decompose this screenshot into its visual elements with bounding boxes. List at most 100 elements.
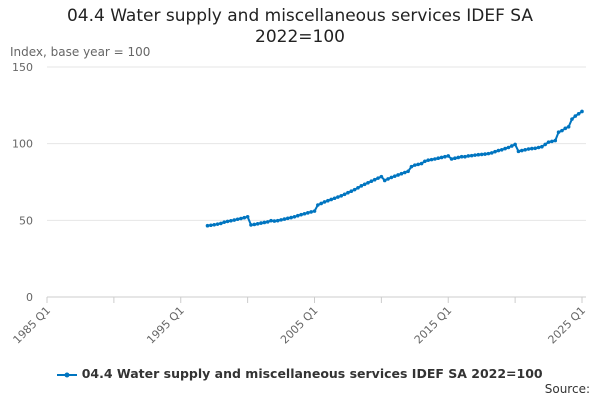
x-tick-label: 1995 Q1 (144, 304, 187, 347)
data-point (509, 144, 514, 148)
data-point (295, 213, 300, 218)
y-tick-label: 150 (12, 61, 33, 74)
data-point (556, 130, 561, 134)
data-point (433, 157, 437, 161)
data-point (369, 179, 374, 184)
data-point (366, 180, 370, 185)
data-point (426, 158, 430, 163)
data-point (285, 216, 290, 221)
data-point (459, 154, 464, 159)
data-point (406, 169, 410, 174)
data-point (239, 216, 243, 221)
data-point (269, 218, 273, 223)
data-point (486, 151, 491, 156)
data-point (520, 148, 524, 153)
data-point (302, 211, 307, 216)
data-point (463, 154, 467, 159)
data-point (232, 218, 237, 222)
data-point (429, 157, 434, 162)
y-tick-label: 50 (19, 214, 33, 227)
data-point (299, 212, 303, 217)
data-point (379, 174, 384, 179)
data-point (265, 220, 270, 224)
data-point (466, 154, 471, 158)
data-point (336, 195, 340, 199)
data-point (499, 148, 504, 152)
data-point (563, 126, 568, 131)
data-point (222, 220, 227, 224)
legend-line-marker-icon (57, 372, 78, 377)
data-point (413, 163, 417, 167)
data-point (359, 184, 364, 188)
data-point (215, 222, 220, 226)
data-point (349, 189, 354, 193)
data-point (449, 157, 454, 161)
data-point (205, 223, 210, 228)
data-point (503, 146, 507, 151)
data-point (282, 217, 287, 221)
data-point (235, 217, 240, 222)
data-point (399, 171, 404, 176)
data-point (546, 140, 551, 144)
x-tick-label: 2025 Q1 (546, 304, 589, 347)
data-point (242, 215, 247, 220)
data-point (560, 128, 564, 133)
data-point (573, 114, 578, 118)
data-point (423, 159, 427, 164)
data-point (543, 142, 548, 147)
data-point (259, 221, 263, 225)
data-point (352, 187, 357, 192)
data-point (446, 154, 451, 158)
data-point (262, 220, 267, 225)
data-point (479, 152, 484, 157)
data-point (493, 149, 497, 154)
data-point (319, 201, 323, 206)
legend-entry-label: 04.4 Water supply and miscellaneous serv… (81, 366, 543, 381)
data-point (476, 152, 481, 157)
data-point (513, 142, 517, 147)
chart-title: 04.4 Water supply and miscellaneous serv… (66, 6, 534, 47)
data-point (272, 219, 277, 223)
data-point (536, 145, 541, 150)
data-point (309, 210, 313, 214)
data-point (326, 198, 330, 203)
data-point (516, 149, 521, 154)
data-point (329, 197, 334, 202)
data-point (245, 215, 250, 219)
data-point (289, 215, 293, 220)
data-point (225, 219, 230, 224)
data-point (570, 117, 574, 121)
data-point (530, 146, 534, 151)
legend[interactable]: 04.4 Water supply and miscellaneous serv… (0, 366, 600, 381)
data-point (382, 178, 387, 183)
data-point (386, 177, 390, 181)
data-point (392, 174, 397, 178)
data-point (389, 175, 394, 180)
data-point (316, 203, 320, 207)
data-point (469, 153, 474, 158)
data-point (312, 209, 317, 213)
data-point (249, 223, 253, 227)
data-point (322, 200, 327, 204)
x-tick-label: 1985 Q1 (11, 304, 54, 347)
data-point (409, 164, 414, 169)
data-point (489, 151, 494, 155)
data-point (212, 222, 216, 227)
data-point (540, 144, 544, 149)
data-point (292, 215, 297, 219)
data-point (473, 153, 477, 157)
data-point (346, 190, 350, 195)
data-point (453, 156, 457, 161)
y-axis-label: Index, base year = 100 (10, 45, 151, 59)
data-point (439, 155, 444, 160)
x-tick-label: 2005 Q1 (278, 304, 321, 347)
data-point (456, 155, 461, 160)
series-line (207, 110, 583, 227)
data-point (523, 148, 527, 152)
source-label: Source: (544, 382, 590, 396)
data-point (483, 152, 487, 156)
x-tick-label: 2015 Q1 (412, 304, 455, 347)
data-point (209, 223, 213, 228)
data-point (566, 125, 571, 129)
